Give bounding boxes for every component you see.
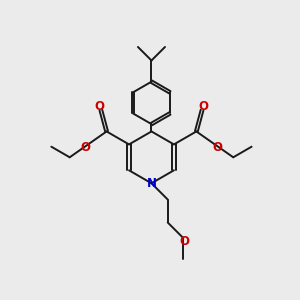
Text: O: O [212, 141, 222, 154]
Text: O: O [95, 100, 105, 113]
Text: O: O [179, 236, 189, 248]
Text: O: O [198, 100, 208, 113]
Text: N: N [146, 177, 157, 190]
Text: O: O [81, 141, 91, 154]
